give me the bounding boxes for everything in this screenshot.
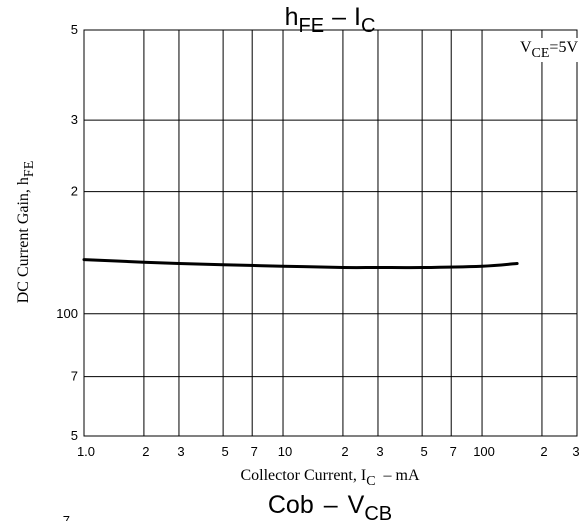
svg-text:DC Current Gain, hFE: DC Current Gain, hFE	[15, 161, 37, 304]
chart-title-main: h	[285, 3, 299, 31]
annotation-text: V	[520, 39, 532, 56]
x-axis-label-unit: – mA	[383, 467, 420, 484]
chart-title-separator: –	[332, 3, 346, 31]
x-axis-label-subscript: C	[366, 474, 375, 489]
next-chart-title-separator: –	[324, 491, 338, 519]
y-tick-label: 7	[71, 369, 78, 384]
y-axis-label: DC Current Gain, hFE	[15, 161, 37, 304]
svg-text:VCE=5V: VCE=5V	[520, 39, 578, 61]
svg-text:Collector Current, IC– mA: Collector Current, IC – mA	[240, 467, 420, 489]
y-tick-label: 5	[71, 428, 78, 443]
annotation-subscript: CE	[532, 46, 550, 61]
next-chart-title-variable: V	[348, 491, 365, 519]
next-chart-title-subscript: CB	[364, 503, 392, 521]
next-chart-title-main: Cob	[268, 491, 314, 519]
x-tick-label: 2	[142, 444, 149, 459]
x-tick-label: 5	[421, 444, 428, 459]
y-tick-label: 3	[71, 112, 78, 127]
svg-text:Cob–VCB: Cob – VCB	[268, 491, 392, 521]
annotation-background	[515, 38, 581, 62]
x-tick-label: 3	[572, 444, 579, 459]
x-tick-label: 100	[473, 444, 495, 459]
svg-text:hFE–IC: hFE – IC	[285, 3, 376, 37]
x-tick-label: 3	[177, 444, 184, 459]
y-tick-label: 100	[56, 306, 78, 321]
y-tick-labels: 5 7 100 2 3 5	[56, 22, 78, 443]
chart-title-variable-subscript: C	[361, 15, 375, 37]
next-chart-title: Cob – VCB	[268, 491, 392, 521]
plot-frame	[83, 29, 578, 437]
y-axis-label-text: DC Current Gain, h	[15, 177, 32, 303]
chart-title: hFE – IC	[285, 3, 376, 37]
x-axis-label-text: Collector Current, I	[240, 467, 366, 484]
grid	[84, 30, 577, 436]
next-chart-y-tick-label: 7	[63, 513, 70, 521]
x-tick-label: 10	[278, 444, 292, 459]
chart-title-variable: I	[354, 3, 361, 31]
x-tick-label: 5	[221, 444, 228, 459]
x-tick-labels: 1.0 2 3 5 7 10 2 3 5 7 100 2 3	[77, 444, 580, 459]
y-tick-label: 5	[71, 22, 78, 37]
x-tick-label: 2	[341, 444, 348, 459]
annotation-suffix: =5V	[549, 39, 578, 56]
series-layer	[82, 258, 519, 270]
x-tick-label: 3	[376, 444, 383, 459]
chart-title-subscript: FE	[299, 15, 325, 37]
annotation-vce: VCE=5V	[515, 38, 581, 62]
hfe-curve	[82, 258, 519, 270]
x-tick-label: 1.0	[77, 444, 95, 459]
y-tick-label: 2	[71, 184, 78, 199]
x-tick-label: 7	[251, 444, 258, 459]
x-axis-label: Collector Current, IC – mA	[240, 467, 420, 489]
x-tick-label: 7	[450, 444, 457, 459]
y-axis-label-subscript: FE	[22, 161, 37, 177]
x-tick-label: 2	[540, 444, 547, 459]
